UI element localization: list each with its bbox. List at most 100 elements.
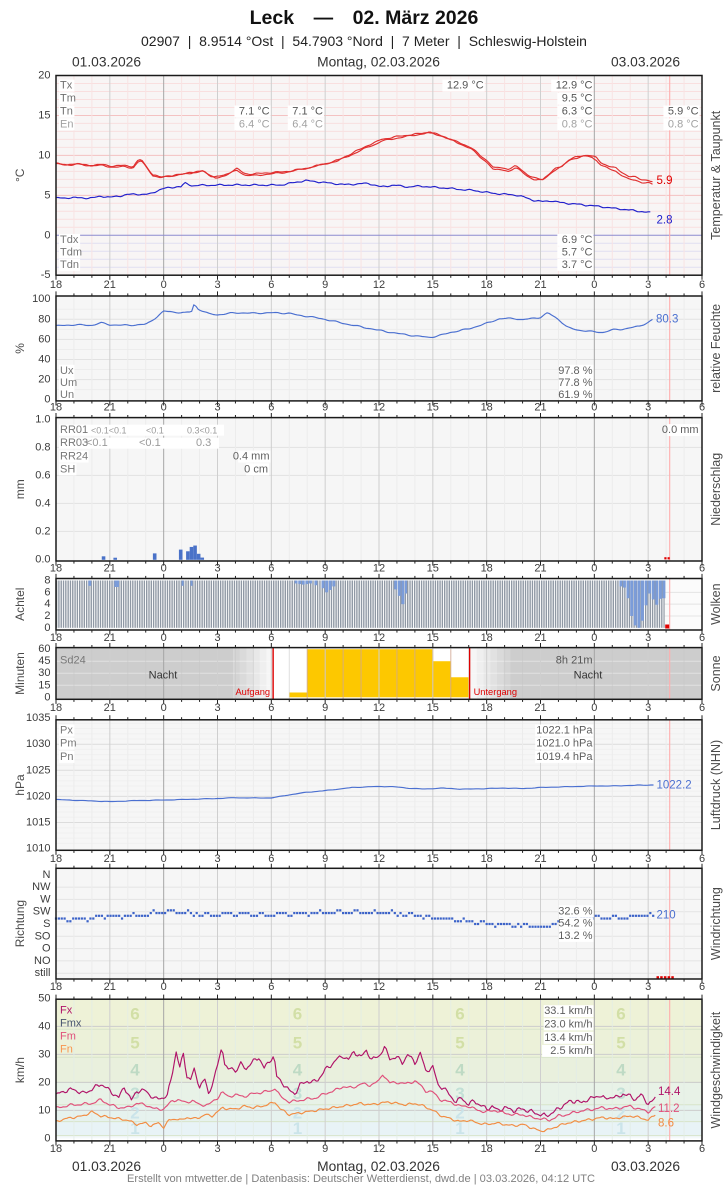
svg-text:0: 0 [161, 702, 167, 714]
svg-text:0: 0 [161, 853, 167, 865]
svg-text:12: 12 [373, 401, 385, 413]
svg-text:6: 6 [293, 1004, 302, 1023]
svg-text:Sonne: Sonne [709, 655, 723, 691]
svg-text:<0.1: <0.1 [146, 425, 164, 435]
svg-text:3: 3 [645, 401, 651, 413]
svg-text:<0.1<0.1: <0.1<0.1 [91, 425, 127, 435]
svg-text:6: 6 [699, 702, 705, 714]
svg-text:Montag, 02.03.2026: Montag, 02.03.2026 [317, 1159, 440, 1174]
svg-text:15: 15 [427, 563, 439, 575]
svg-text:6: 6 [268, 401, 274, 413]
svg-text:6: 6 [268, 702, 274, 714]
svg-text:3: 3 [214, 981, 220, 993]
svg-text:4: 4 [616, 1060, 626, 1079]
svg-text:7.1 °C: 7.1 °C [292, 106, 323, 118]
svg-text:5: 5 [44, 189, 50, 201]
svg-text:5: 5 [293, 1034, 302, 1053]
svg-text:3: 3 [645, 702, 651, 714]
svg-text:12: 12 [373, 853, 385, 865]
svg-text:1: 1 [293, 1119, 302, 1138]
svg-text:3: 3 [214, 853, 220, 865]
svg-text:6.4 °C: 6.4 °C [292, 118, 323, 130]
svg-text:Un: Un [60, 389, 74, 401]
svg-text:Tdn: Tdn [60, 259, 79, 271]
svg-text:3: 3 [645, 279, 651, 291]
svg-text:1.0: 1.0 [35, 413, 50, 425]
svg-text:S: S [43, 918, 50, 930]
svg-text:6: 6 [44, 586, 50, 598]
svg-text:18: 18 [481, 279, 493, 291]
svg-text:0: 0 [44, 691, 50, 703]
svg-text:7.1 °C: 7.1 °C [239, 106, 270, 118]
svg-text:30: 30 [38, 667, 50, 679]
svg-text:0: 0 [591, 702, 597, 714]
svg-text:mm: mm [13, 479, 27, 499]
svg-text:RR24: RR24 [60, 451, 88, 463]
svg-text:Tdm: Tdm [60, 246, 82, 258]
svg-text:6: 6 [455, 1004, 464, 1023]
svg-text:21: 21 [104, 279, 116, 291]
svg-text:21: 21 [104, 401, 116, 413]
svg-text:hPa: hPa [13, 774, 27, 796]
svg-text:Luftdruck (NHN): Luftdruck (NHN) [709, 740, 723, 830]
svg-text:Pn: Pn [60, 751, 73, 763]
svg-text:03.03.2026: 03.03.2026 [611, 55, 680, 70]
svg-text:-5: -5 [41, 269, 51, 281]
svg-text:18: 18 [50, 1143, 62, 1155]
svg-text:3: 3 [214, 563, 220, 575]
svg-text:21: 21 [534, 853, 546, 865]
svg-text:18: 18 [50, 853, 62, 865]
svg-text:6: 6 [616, 1004, 625, 1023]
svg-text:11.2: 11.2 [658, 1103, 680, 1115]
svg-text:20: 20 [38, 1076, 50, 1088]
svg-text:0.3<0.1: 0.3<0.1 [187, 425, 217, 435]
svg-text:0: 0 [161, 401, 167, 413]
svg-text:5.9 °C: 5.9 °C [668, 106, 699, 118]
svg-text:0: 0 [591, 401, 597, 413]
svg-text:21: 21 [534, 401, 546, 413]
svg-text:2: 2 [44, 610, 50, 622]
svg-text:15: 15 [427, 401, 439, 413]
svg-text:0: 0 [161, 981, 167, 993]
svg-text:1021.0 hPa: 1021.0 hPa [536, 738, 593, 750]
svg-text:6: 6 [699, 981, 705, 993]
svg-text:21: 21 [534, 632, 546, 644]
svg-text:0: 0 [44, 229, 50, 241]
svg-text:5: 5 [130, 1034, 139, 1053]
svg-text:13.4 km/h: 13.4 km/h [544, 1032, 592, 1044]
svg-text:Tm: Tm [60, 93, 76, 105]
svg-text:18: 18 [50, 632, 62, 644]
svg-text:10: 10 [38, 149, 50, 161]
svg-text:40: 40 [38, 1020, 50, 1032]
svg-text:18: 18 [481, 981, 493, 993]
svg-text:2: 2 [130, 1104, 139, 1123]
svg-text:6: 6 [699, 401, 705, 413]
svg-text:0: 0 [591, 981, 597, 993]
svg-text:3: 3 [214, 1143, 220, 1155]
svg-text:Px: Px [60, 725, 73, 737]
svg-text:0: 0 [161, 632, 167, 644]
svg-text:23.0 km/h: 23.0 km/h [544, 1018, 592, 1030]
svg-text:12.9 °C: 12.9 °C [447, 80, 484, 92]
svg-text:3: 3 [645, 981, 651, 993]
svg-text:210: 210 [657, 909, 676, 921]
svg-text:15: 15 [427, 1143, 439, 1155]
svg-text:15: 15 [427, 981, 439, 993]
svg-text:6: 6 [268, 853, 274, 865]
svg-text:0: 0 [161, 279, 167, 291]
svg-text:15: 15 [427, 853, 439, 865]
svg-text:Montag, 02.03.2026: Montag, 02.03.2026 [317, 55, 440, 70]
svg-text:5.9: 5.9 [657, 175, 673, 187]
svg-text:NO: NO [34, 955, 51, 967]
svg-text:01.03.2026: 01.03.2026 [72, 55, 141, 70]
svg-text:0: 0 [44, 394, 50, 406]
svg-text:03.03.2026: 03.03.2026 [611, 1159, 680, 1174]
svg-text:3: 3 [616, 1084, 625, 1103]
svg-text:9: 9 [322, 702, 328, 714]
svg-text:77.8 %: 77.8 % [558, 377, 592, 389]
svg-text:1020: 1020 [26, 790, 50, 802]
svg-text:6: 6 [268, 1143, 274, 1155]
svg-text:6.4 °C: 6.4 °C [239, 118, 270, 130]
svg-text:3: 3 [293, 1084, 302, 1103]
svg-text:21: 21 [534, 279, 546, 291]
